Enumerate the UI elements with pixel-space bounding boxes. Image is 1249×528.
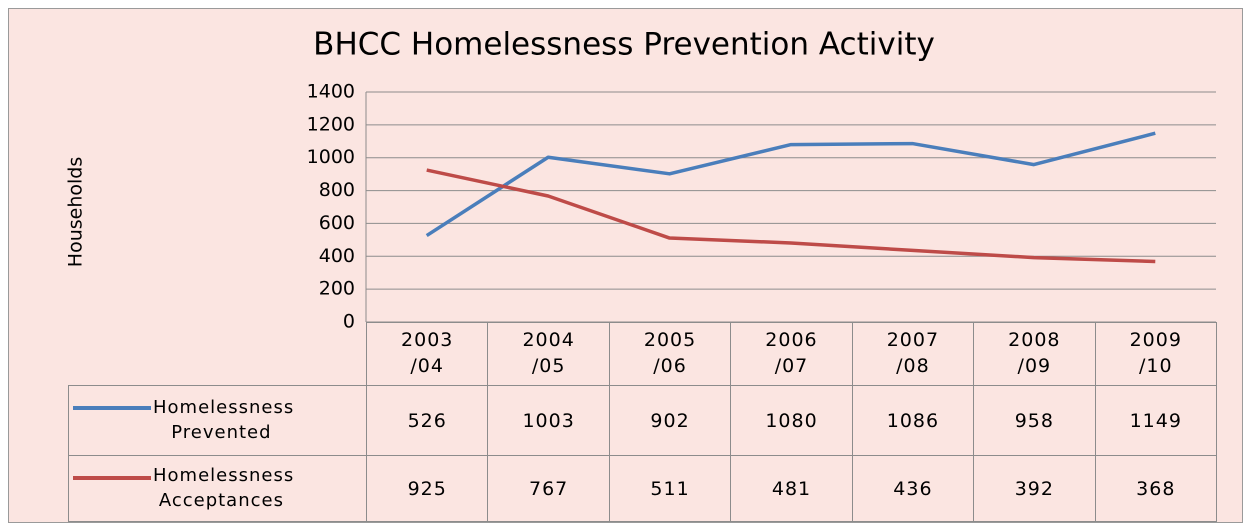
value-cell: 958: [973, 385, 1096, 456]
category-cell-text: 2005/06: [643, 329, 697, 377]
chart-frame: [8, 8, 1243, 523]
category-cell-text: 2003/04: [401, 329, 454, 377]
value-cell-text: 436: [893, 477, 933, 500]
legend-label: Homelessness Acceptances: [153, 465, 295, 511]
y-tick-label: 400: [319, 245, 355, 267]
value-cell-text: 368: [1136, 477, 1176, 500]
value-cell: 902: [608, 385, 732, 456]
value-cell-text: 958: [1014, 409, 1054, 432]
y-tick-label: 1200: [307, 113, 355, 135]
value-cell: 526: [366, 385, 489, 456]
y-tick-label: 600: [319, 212, 355, 234]
value-cell: 1003: [487, 385, 610, 456]
series-line: [426, 168, 1156, 264]
value-cell-text: 925: [407, 477, 447, 500]
value-cell-text: 902: [650, 409, 690, 432]
y-tick-label: 200: [319, 278, 355, 300]
value-cell-text: 511: [650, 477, 690, 500]
series-line: [425, 131, 1156, 238]
category-cell: 2004/05: [487, 322, 610, 386]
value-cell-text: 1080: [765, 409, 818, 432]
category-cell-text: 2006/07: [765, 329, 818, 377]
y-axis-label: Households: [65, 157, 87, 267]
legend-cell: Homelessness Prevented: [68, 385, 367, 456]
value-cell: 481: [730, 455, 853, 522]
y-tick-label: 0: [343, 311, 355, 333]
category-cell-text: 2008/09: [1008, 329, 1061, 377]
category-cell-text: 2007/08: [886, 329, 940, 377]
value-cell-text: 392: [1014, 477, 1054, 500]
legend-cell: Homelessness Acceptances: [68, 455, 367, 522]
category-cell-text: 2009/10: [1129, 329, 1182, 377]
category-cell: 2009/10: [1094, 322, 1217, 386]
category-cell: 2006/07: [730, 322, 853, 386]
value-cell-text: 1086: [886, 409, 940, 432]
value-cell: 511: [608, 455, 732, 522]
value-cell: 767: [487, 455, 610, 522]
value-cell-text: 526: [407, 409, 447, 432]
category-cell-text: 2004/05: [522, 329, 575, 377]
value-cell-text: 481: [771, 477, 812, 500]
y-tick-label: 800: [319, 179, 355, 201]
value-cell: 925: [366, 455, 489, 522]
legend-key: [73, 476, 151, 480]
value-cell-text: 1149: [1129, 409, 1182, 432]
value-cell: 1086: [851, 385, 975, 456]
category-cell: 2008/09: [973, 322, 1096, 386]
value-cell-text: 767: [529, 477, 569, 500]
value-cell: 1080: [730, 385, 853, 456]
category-cell: 2003/04: [366, 322, 489, 386]
value-cell: 392: [973, 455, 1096, 522]
chart-title: BHCC Homelessness Prevention Activity: [313, 27, 935, 63]
value-cell: 1149: [1094, 385, 1217, 456]
value-cell-text: 1003: [522, 409, 575, 432]
value-cell: 368: [1094, 455, 1217, 522]
y-tick-label: 1400: [307, 81, 355, 103]
value-cell: 436: [851, 455, 975, 522]
legend-key: [73, 406, 151, 410]
y-tick-label: 1000: [307, 146, 355, 168]
category-cell: 2005/06: [608, 322, 732, 386]
legend-label: Homelessness Prevented: [153, 397, 295, 443]
category-cell: 2007/08: [851, 322, 975, 386]
